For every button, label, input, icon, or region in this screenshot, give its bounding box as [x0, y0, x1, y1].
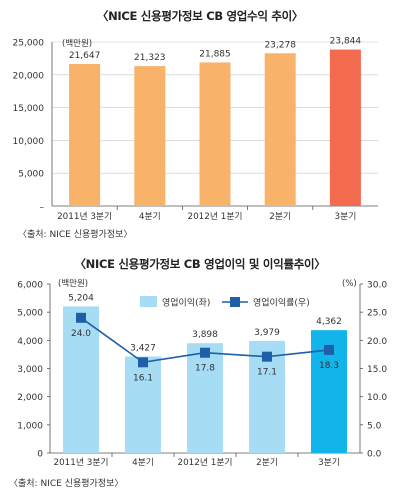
y-right-tick-label: 5.0 — [367, 421, 382, 431]
data-label: 23,844 — [330, 37, 362, 47]
legend-line-marker — [230, 297, 240, 307]
bar-data-label: 4,362 — [316, 317, 342, 327]
chart1-title: 〈NICE 신용평가정보 CB 영업수익 추이〉 — [96, 9, 304, 23]
x-tick-label: 4분기 — [139, 211, 161, 222]
chart1-source: 〈출처: NICE 신용평가정보〉 — [18, 230, 133, 240]
y-tick-label: 10,000 — [13, 137, 45, 147]
margin-data-label: 18.3 — [319, 361, 339, 371]
data-label: 21,885 — [199, 49, 231, 59]
x-tick-label: 4분기 — [132, 457, 154, 468]
bar — [125, 356, 161, 453]
y-left-tick-label: 0 — [37, 450, 43, 460]
data-label: 21,323 — [134, 53, 166, 63]
y-right-tick-label: 10.0 — [367, 393, 387, 403]
y-right-tick-label: 15.0 — [367, 365, 387, 375]
x-tick-label: 2분기 — [269, 211, 291, 222]
bar — [187, 343, 223, 453]
data-label: 21,647 — [69, 51, 101, 61]
y-left-tick-label: 2,000 — [17, 393, 43, 403]
bar — [63, 306, 99, 453]
bar — [69, 63, 101, 206]
bar-data-label: 5,204 — [68, 293, 94, 303]
legend-bar-swatch — [140, 296, 157, 307]
margin-marker — [262, 351, 272, 362]
margin-marker — [324, 344, 334, 355]
legend-bar-label: 영업이익(좌) — [162, 297, 210, 309]
margin-marker — [138, 357, 148, 368]
bar-data-label: 3,898 — [192, 330, 218, 340]
y-left-tick-label: 4,000 — [17, 337, 43, 347]
y-tick-label: – — [40, 203, 45, 213]
bar-data-label: 3,427 — [130, 343, 156, 353]
margin-data-label: 16.1 — [133, 373, 153, 383]
x-tick-label: 2011년 3분기 — [57, 211, 112, 222]
x-tick-label: 3분기 — [318, 457, 340, 468]
chart2-source: 〈출처: NICE 신용평가정보〉 — [9, 479, 124, 489]
y-left-unit-label: (백만원) — [58, 278, 88, 289]
y-tick-label: 5,000 — [18, 170, 44, 180]
margin-marker — [200, 347, 210, 358]
y-right-tick-label: 0.0 — [367, 450, 382, 460]
y-tick-label: 15,000 — [13, 104, 45, 114]
margin-marker — [76, 312, 86, 323]
bar — [329, 49, 361, 206]
y-left-tick-label: 5,000 — [17, 309, 43, 319]
y-right-tick-label: 20.0 — [367, 337, 387, 347]
y-tick-label: 20,000 — [13, 71, 45, 81]
chart2-title: 〈NICE 신용평가정보 CB 영업이익 및 이익률추이〉 — [74, 257, 326, 271]
x-tick-label: 3분기 — [335, 211, 357, 222]
bar-data-label: 3,979 — [254, 328, 280, 338]
revenue-chart: 25,000 20,000 15,000 10,000 5,000 – (백만원) 21,64… — [13, 37, 378, 222]
y-right-tick-label: 30.0 — [367, 281, 387, 291]
x-tick-label: 2012년 1분기 — [187, 211, 242, 222]
x-tick-label: 2011년 3분기 — [53, 457, 108, 468]
y-left-tick-label: 3,000 — [17, 365, 43, 375]
data-label: 23,278 — [264, 40, 296, 50]
x-tick-label: 2012년 1분기 — [177, 457, 232, 468]
bar — [134, 66, 166, 206]
margin-data-label: 24.0 — [71, 329, 91, 339]
bar — [264, 53, 296, 206]
y-left-tick-label: 6,000 — [17, 281, 43, 291]
y-tick-label: 25,000 — [13, 39, 45, 49]
margin-data-label: 17.1 — [257, 368, 277, 378]
margin-data-label: 17.8 — [195, 364, 215, 374]
y-right-unit-label: (%) — [342, 279, 357, 289]
y-right-tick-label: 25.0 — [367, 309, 387, 319]
legend-line-label: 영업이익률(우) — [253, 297, 310, 309]
x-tick-label: 2분기 — [256, 457, 278, 468]
y-unit-label: (백만원) — [62, 38, 92, 49]
bar — [199, 62, 231, 206]
y-left-tick-label: 1,000 — [17, 421, 43, 431]
